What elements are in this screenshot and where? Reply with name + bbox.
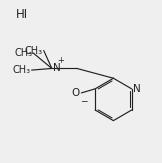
Text: −: − — [80, 96, 87, 105]
Text: CH₃: CH₃ — [13, 65, 31, 75]
Text: O: O — [72, 88, 80, 98]
Text: CH₃: CH₃ — [14, 48, 32, 58]
Text: CH₃: CH₃ — [25, 45, 43, 56]
Text: HI: HI — [16, 8, 28, 21]
Text: N: N — [53, 63, 60, 74]
Text: +: + — [57, 56, 64, 65]
Text: N: N — [133, 84, 141, 94]
